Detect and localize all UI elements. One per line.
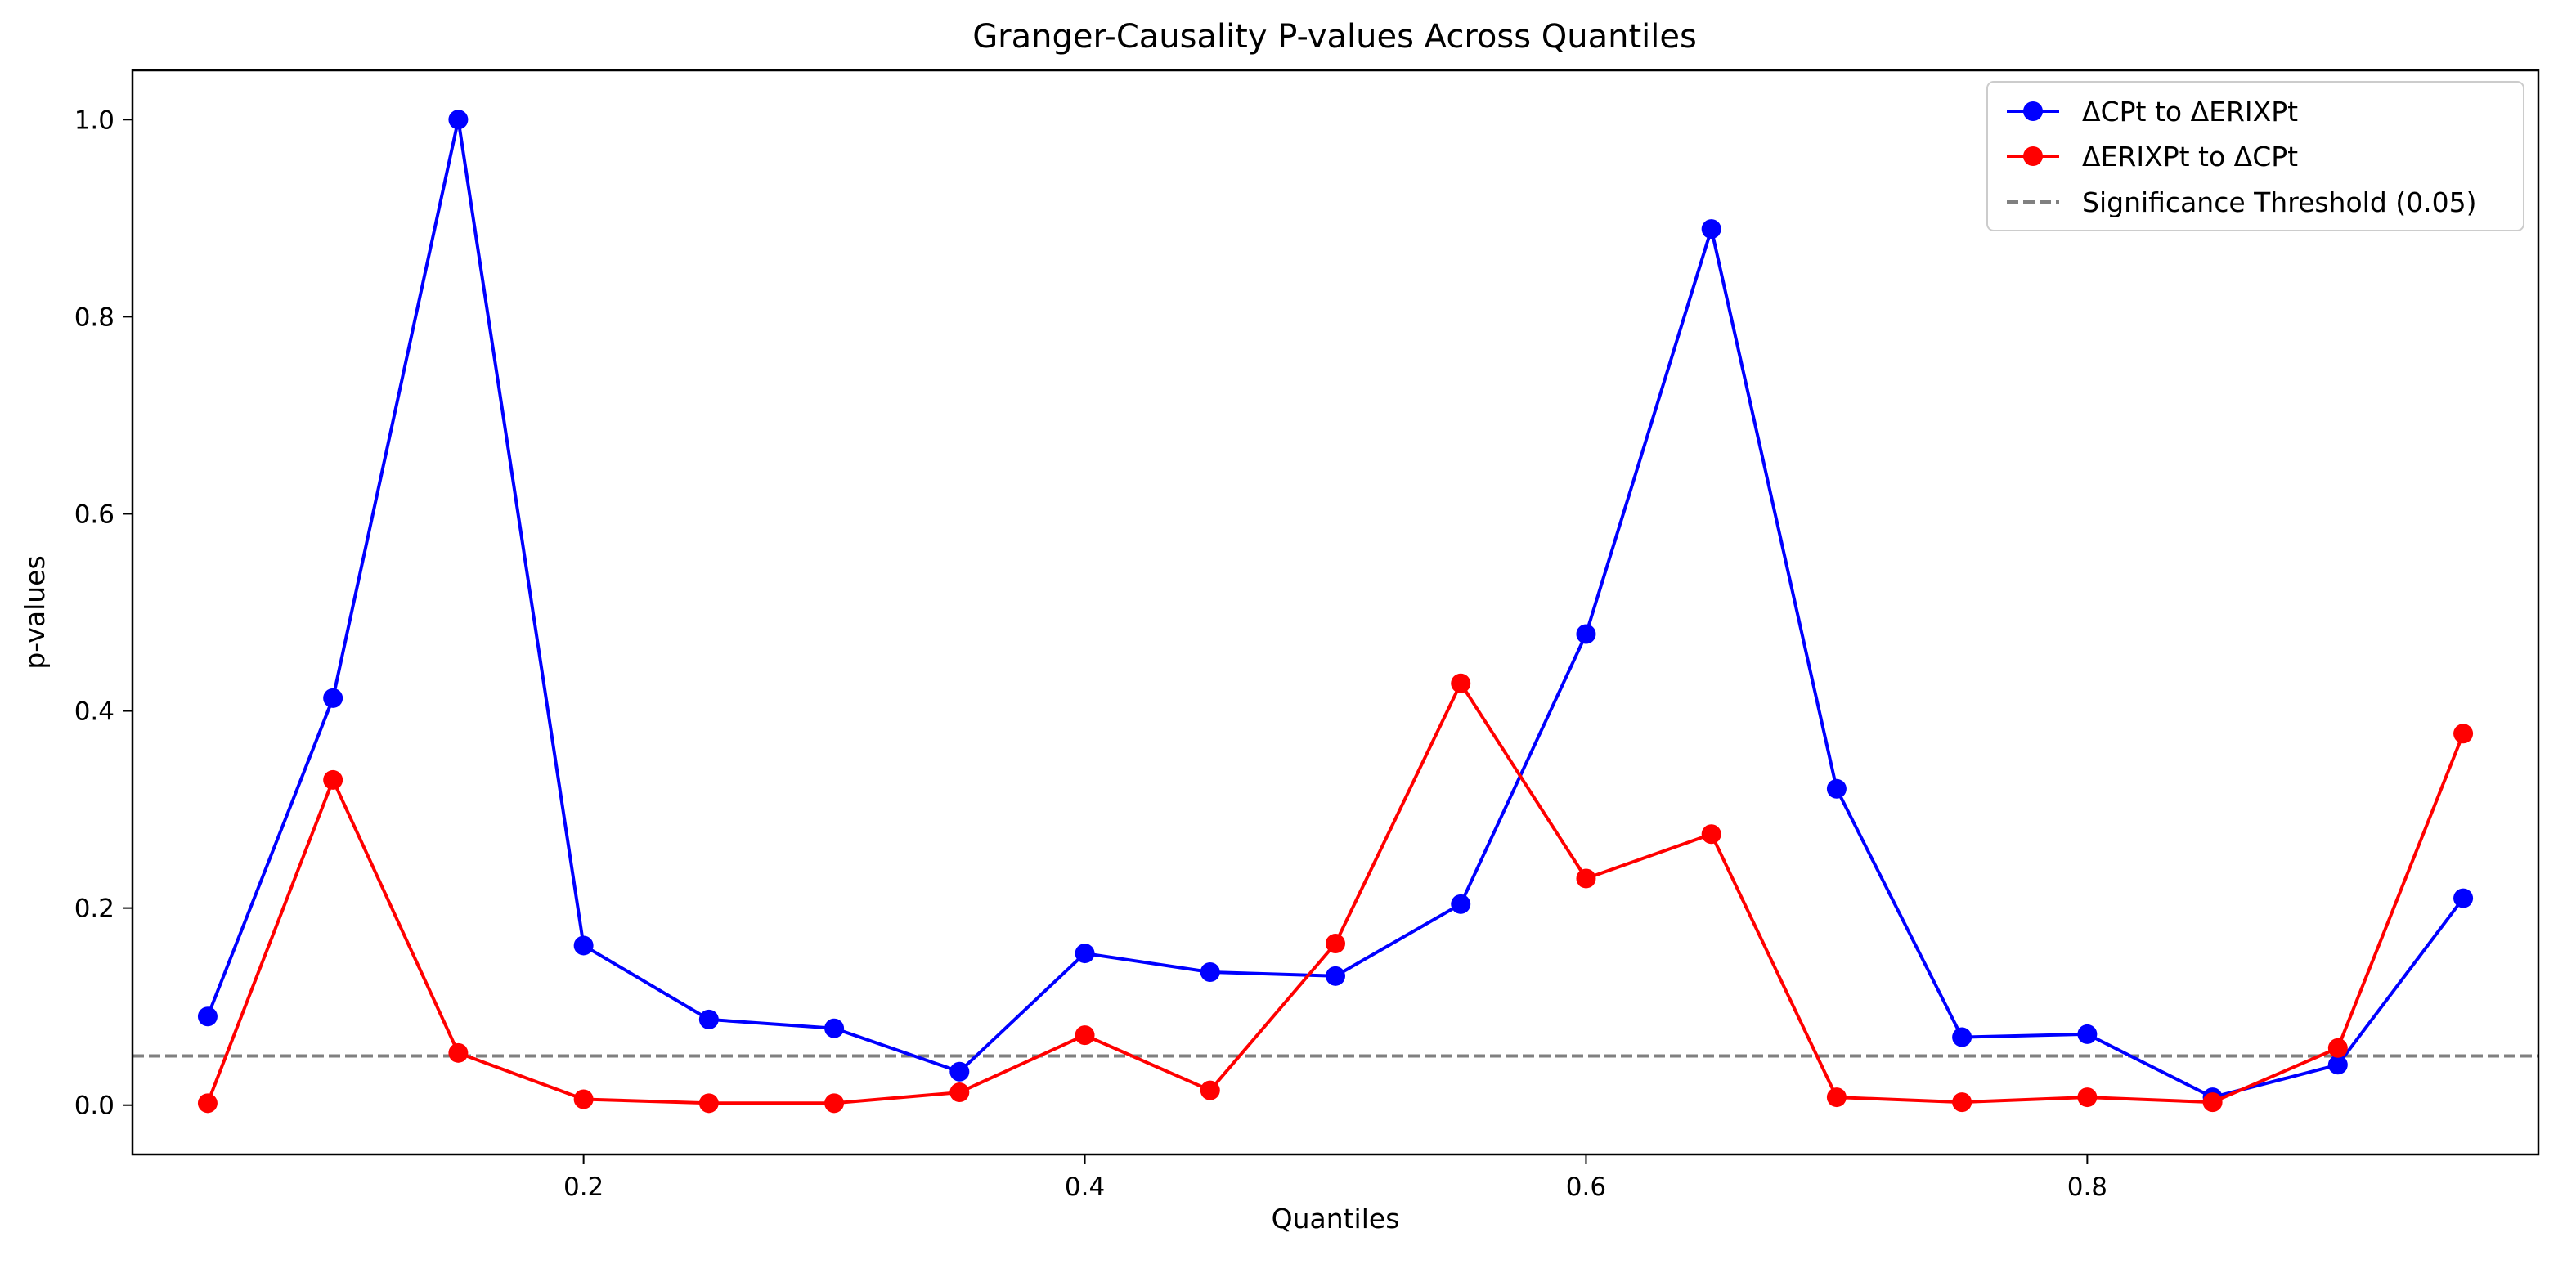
plot-background: [132, 70, 2538, 1154]
x-tick-label: 0.8: [2067, 1172, 2107, 1202]
series-1-point: [698, 1009, 719, 1029]
series-1-point: [1075, 944, 1095, 964]
series-1-point: [1952, 1027, 1972, 1047]
legend: ΔCPt to ΔERIXPt ΔERIXPt to ΔCPt Signific…: [1986, 81, 2524, 231]
series-2-point: [949, 1082, 970, 1103]
series-2-point: [1576, 868, 1596, 889]
series-2-point: [2077, 1087, 2098, 1108]
series-2-point: [824, 1093, 845, 1114]
series-1-point: [2077, 1024, 2098, 1044]
y-tick-label: 0.6: [74, 500, 114, 529]
series-1-point: [1200, 961, 1220, 982]
y-tick-label: 0.0: [74, 1091, 114, 1121]
x-tick-label: 0.4: [1065, 1172, 1105, 1202]
series-1-point: [197, 1006, 218, 1027]
series-1-point: [2453, 888, 2474, 908]
series-1-point: [1326, 966, 1345, 986]
y-tick-label: 1.0: [74, 105, 114, 135]
series-2-point: [573, 1089, 594, 1109]
y-tick-label: 0.2: [74, 894, 114, 924]
series-1-point: [2327, 1055, 2348, 1075]
plot-frame: [131, 69, 2540, 1156]
series-1-point: [949, 1061, 970, 1082]
series-1-point: [1701, 219, 1721, 240]
x-axis: 0.2 0.4 0.6 0.8: [563, 1154, 2107, 1202]
series-2-point: [448, 1042, 469, 1063]
x-tick-label: 0.6: [1566, 1172, 1606, 1202]
series-2-point: [1952, 1092, 1972, 1113]
legend-swatch-marker: [2023, 146, 2043, 166]
series-1-point: [1826, 778, 1847, 799]
series-1-point: [1576, 624, 1596, 644]
y-axis-label: p-values: [19, 555, 51, 669]
series-2-point: [698, 1093, 719, 1114]
series-2-point: [2202, 1092, 2223, 1113]
legend-box: [1986, 81, 2524, 231]
series-2-point: [1826, 1087, 1847, 1108]
series-1-point: [573, 935, 594, 956]
y-tick-label: 0.4: [74, 697, 114, 727]
x-axis-label: Quantiles: [1272, 1203, 1400, 1235]
series-2-point: [323, 769, 343, 790]
series-2-point: [1451, 673, 1471, 693]
series-layer: [197, 110, 2474, 1114]
series-1-point: [824, 1018, 845, 1038]
series-2-point: [1200, 1080, 1220, 1100]
chart-title: Granger-Causality P-values Across Quanti…: [972, 18, 1697, 56]
legend-label-series-1: ΔCPt to ΔERIXPt: [2082, 96, 2298, 128]
series-1-point: [1451, 894, 1471, 914]
series-2-point: [2327, 1038, 2348, 1058]
y-axis: 0.0 0.2 0.4 0.6 0.8 1.0: [74, 105, 132, 1121]
y-tick-label: 0.8: [74, 303, 114, 332]
series-1-point: [323, 688, 343, 708]
legend-swatch-marker: [2023, 101, 2043, 121]
legend-label-threshold: Significance Threshold (0.05): [2082, 186, 2477, 218]
series-1-point: [448, 110, 469, 130]
legend-label-series-2: ΔERIXPt to ΔCPt: [2082, 141, 2298, 173]
series-2-point: [1326, 934, 1345, 954]
series-2-point: [197, 1093, 218, 1114]
series-2-point: [2453, 724, 2474, 744]
x-tick-label: 0.2: [563, 1172, 604, 1202]
plot-area: [131, 69, 2540, 1156]
series-2-point: [1075, 1025, 1095, 1046]
series-2-point: [1701, 824, 1721, 845]
